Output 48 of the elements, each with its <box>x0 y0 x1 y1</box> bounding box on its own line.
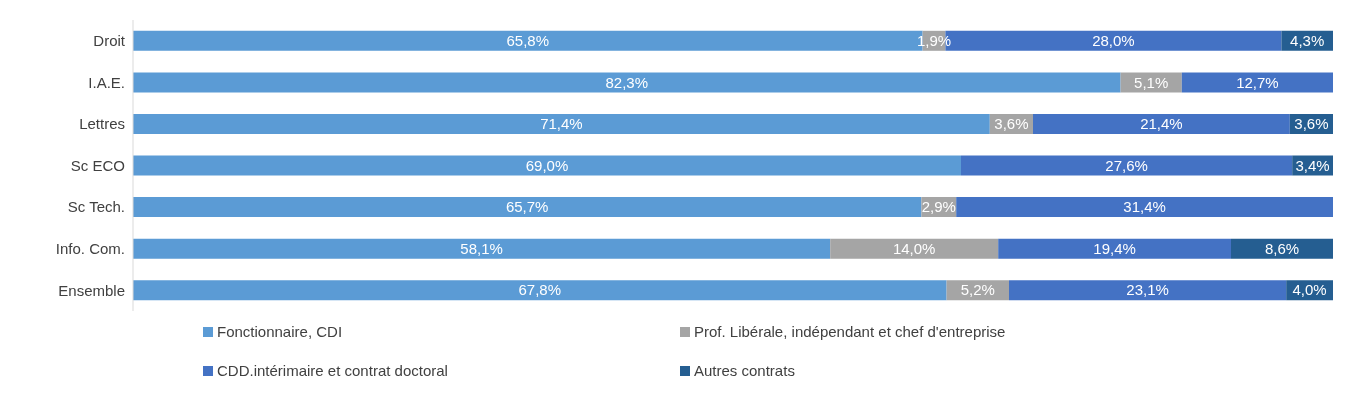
data-label: 28,0% <box>1092 32 1135 50</box>
bar <box>133 238 831 259</box>
bar <box>961 155 1293 176</box>
y-tick-label: Sc ECO <box>70 156 125 174</box>
data-label: 8,6% <box>1264 239 1300 257</box>
data-label: 31,4% <box>1123 198 1166 216</box>
data-label: 4,0% <box>1292 281 1327 299</box>
bar <box>133 197 922 218</box>
y-tick-label: Lettres <box>79 115 125 133</box>
y-tick-label: Sc Tech. <box>67 198 125 216</box>
legend-label: Prof. Libérale, indépendant et chef d'entreprise <box>694 323 1006 340</box>
legend-label: CDD.intérimaire et contrat doctoral <box>217 362 448 379</box>
legend-label: Fonctionnaire, CDI <box>217 323 343 340</box>
data-label: 21,4% <box>1140 115 1183 133</box>
data-label: 3,6% <box>994 115 1029 133</box>
data-label: 65,8% <box>506 32 550 50</box>
data-label: 3,6% <box>1294 115 1329 133</box>
data-label: 5,2% <box>960 281 995 299</box>
data-label: 4,3% <box>1290 32 1325 50</box>
bar <box>956 197 1333 218</box>
data-label: 82,3% <box>605 73 649 91</box>
bar <box>1033 113 1290 134</box>
y-tick-label: Droit <box>93 32 126 50</box>
data-label: 65,7% <box>505 198 549 216</box>
data-label: 23,1% <box>1126 281 1169 299</box>
data-label: 5,1% <box>1134 73 1169 91</box>
y-tick-label: I.A.E. <box>88 73 125 91</box>
data-label: 67,8% <box>518 281 562 299</box>
data-label: 19,4% <box>1093 239 1136 257</box>
data-label: 14,0% <box>892 239 936 257</box>
data-label: 2,9% <box>921 198 956 216</box>
y-tick-label: Ensemble <box>58 281 125 299</box>
bar <box>830 238 999 259</box>
bar <box>1009 280 1287 301</box>
bar <box>1181 72 1333 93</box>
y-tick-label: Info. Com. <box>55 239 125 257</box>
data-label: 58,1% <box>460 239 503 257</box>
data-label: 27,6% <box>1105 156 1148 174</box>
bar <box>133 155 961 176</box>
data-label: 69,0% <box>525 156 569 174</box>
data-label: 3,4% <box>1295 156 1330 174</box>
bar <box>133 280 947 301</box>
bar <box>998 238 1231 259</box>
data-label: 12,7% <box>1236 73 1279 91</box>
bar <box>133 113 990 134</box>
legend-label: Autres contrats <box>694 362 795 379</box>
bar <box>133 72 1121 93</box>
data-label: 71,4% <box>540 115 583 133</box>
